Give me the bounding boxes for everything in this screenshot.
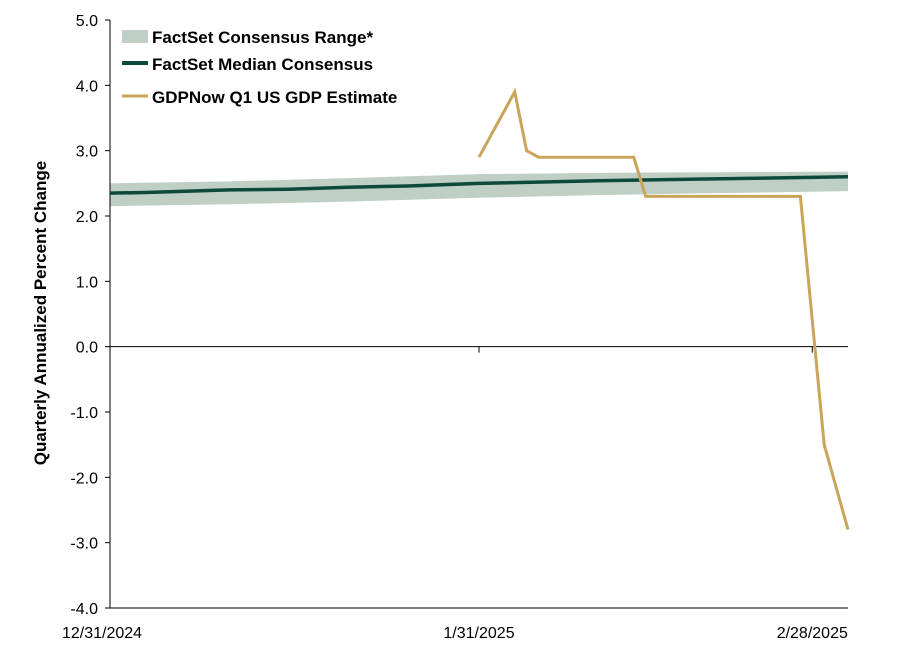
y-tick-label: 4.0: [76, 78, 98, 95]
y-tick-label: 5.0: [76, 13, 98, 30]
y-tick-label: -2.0: [70, 470, 98, 487]
y-tick-label: 0.0: [76, 340, 98, 357]
y-tick-label: -1.0: [70, 405, 98, 422]
legend-label-median: FactSet Median Consensus: [152, 55, 373, 74]
y-tick-label: 2.0: [76, 209, 98, 226]
legend-swatch-range: [122, 30, 148, 43]
legend: FactSet Consensus Range* FactSet Median …: [122, 28, 397, 107]
y-tick-label: -4.0: [70, 601, 98, 618]
x-tick-label: 1/31/2025: [443, 625, 514, 642]
y-tick-label: 3.0: [76, 144, 98, 161]
y-tick-label: -3.0: [70, 536, 98, 553]
y-tick-label: 1.0: [76, 274, 98, 291]
y-axis-label: Quarterly Annualized Percent Change: [31, 161, 50, 466]
legend-label-range: FactSet Consensus Range*: [152, 28, 373, 47]
gdpnow-estimate-line: [477, 87, 850, 531]
x-tick-label: 12/31/2024: [62, 625, 142, 642]
legend-label-gdpnow: GDPNow Q1 US GDP Estimate: [152, 88, 397, 107]
x-tick-label: 2/28/2025: [777, 625, 848, 642]
median-consensus-line: [109, 175, 849, 195]
